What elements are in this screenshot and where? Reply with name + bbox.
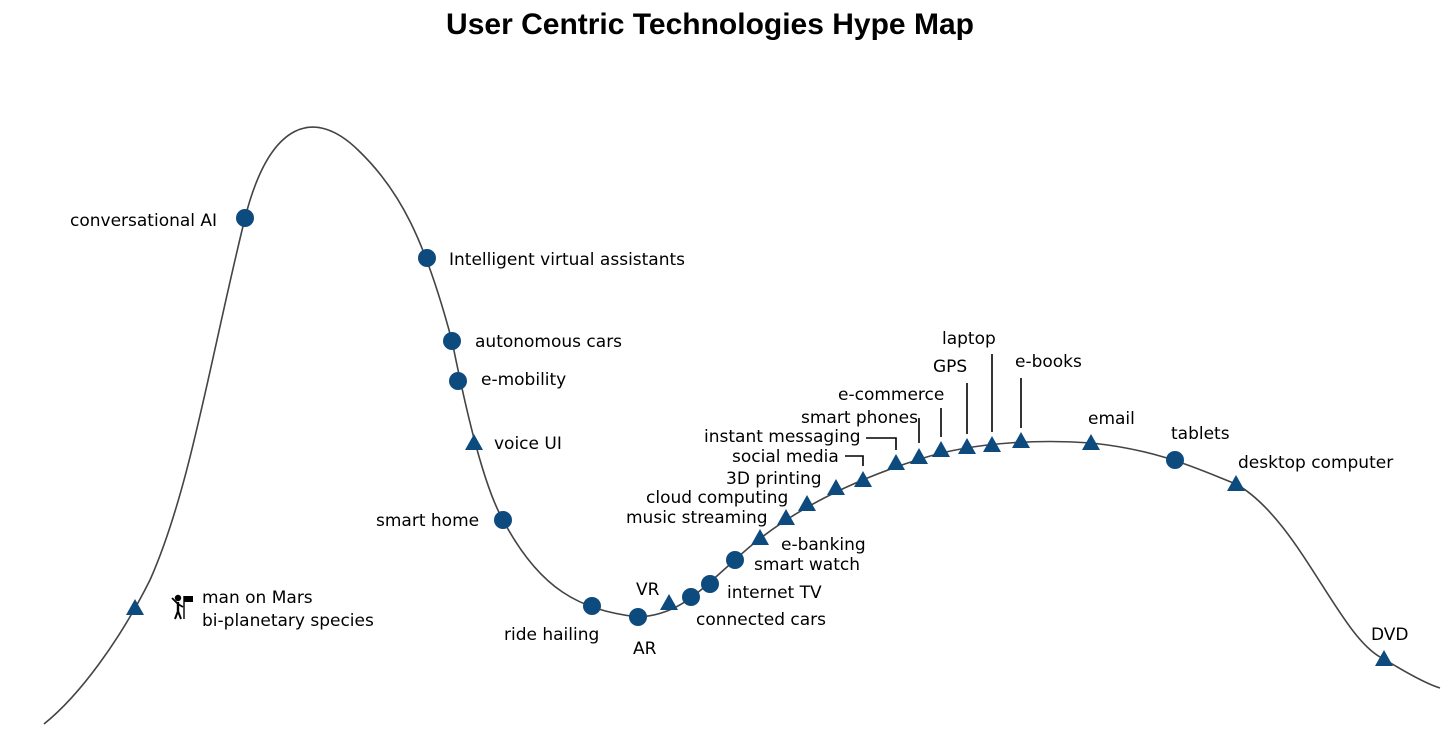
label-smart-home: smart home (376, 511, 479, 531)
astronaut-flag-icon (171, 594, 193, 620)
marker-tablets (1166, 451, 1184, 469)
label-music-streaming: music streaming (626, 508, 768, 528)
marker-autonomous-cars (443, 332, 461, 350)
label-instant-messaging: instant messaging (704, 427, 861, 447)
marker-cloud-computing (798, 495, 816, 511)
leader-lines (845, 354, 1022, 466)
label-ride-hailing: ride hailing (504, 625, 599, 645)
marker-e-mobility (449, 372, 467, 390)
marker-smart-home (494, 511, 512, 529)
marker-intelligent-virtual-assistants (418, 249, 436, 267)
leader-social-media (845, 455, 864, 466)
marker-smart-watch (726, 551, 744, 569)
label-smart-watch: smart watch (754, 555, 860, 575)
label-conversational-ai: conversational AI (70, 211, 217, 231)
marker-vr (660, 594, 678, 610)
labels: conversational AI Intelligent virtual ass… (70, 211, 1409, 659)
label-bi-planetary-species: bi-planetary species (202, 611, 374, 631)
marker-3d-printing (827, 479, 845, 495)
label-e-books: e-books (1015, 352, 1082, 372)
label-vr: VR (636, 580, 660, 600)
marker-laptop (983, 436, 1001, 452)
marker-man-on-mars (126, 599, 144, 615)
label-e-commerce: e-commerce (838, 385, 944, 405)
leader-instant-messaging (866, 437, 897, 450)
label-e-banking: e-banking (781, 535, 866, 555)
markers (126, 209, 1393, 666)
label-laptop: laptop (942, 329, 996, 349)
marker-connected-cars (682, 588, 700, 606)
label-ar: AR (633, 639, 657, 659)
marker-desktop-computer (1227, 475, 1245, 491)
marker-internet-tv (701, 575, 719, 593)
label-social-media: social media (732, 447, 839, 467)
hype-curve (43, 126, 1441, 725)
marker-dvd (1375, 650, 1393, 666)
label-autonomous-cars: autonomous cars (475, 332, 622, 352)
marker-smart-phones (910, 448, 928, 464)
label-man-on-mars: man on Mars (202, 588, 313, 608)
label-email: email (1088, 409, 1135, 429)
marker-e-commerce (932, 441, 950, 457)
label-tablets: tablets (1171, 424, 1230, 444)
marker-ride-hailing (583, 597, 601, 615)
marker-music-streaming (777, 509, 795, 525)
marker-gps (958, 438, 976, 454)
label-desktop-computer: desktop computer (1238, 453, 1393, 473)
marker-instant-messaging (887, 454, 905, 470)
label-gps: GPS (933, 357, 967, 377)
page-title: User Centric Technologies Hype Map (446, 8, 974, 41)
marker-e-banking (751, 529, 769, 545)
label-e-mobility: e-mobility (481, 370, 566, 390)
marker-email (1082, 434, 1100, 450)
marker-e-books (1012, 432, 1030, 448)
marker-voice-ui (465, 434, 483, 450)
label-dvd: DVD (1371, 625, 1409, 645)
label-cloud-computing: cloud computing (646, 488, 788, 508)
label-voice-ui: voice UI (494, 434, 562, 454)
label-3d-printing: 3D printing (726, 469, 822, 489)
label-smart-phones: smart phones (801, 408, 918, 428)
label-internet-tv: internet TV (727, 583, 822, 603)
marker-ar (629, 608, 647, 626)
label-intelligent-virtual-assistants: Intelligent virtual assistants (449, 250, 685, 270)
label-connected-cars: connected cars (696, 610, 826, 630)
marker-social-media (854, 471, 872, 487)
marker-conversational-ai (236, 209, 254, 227)
